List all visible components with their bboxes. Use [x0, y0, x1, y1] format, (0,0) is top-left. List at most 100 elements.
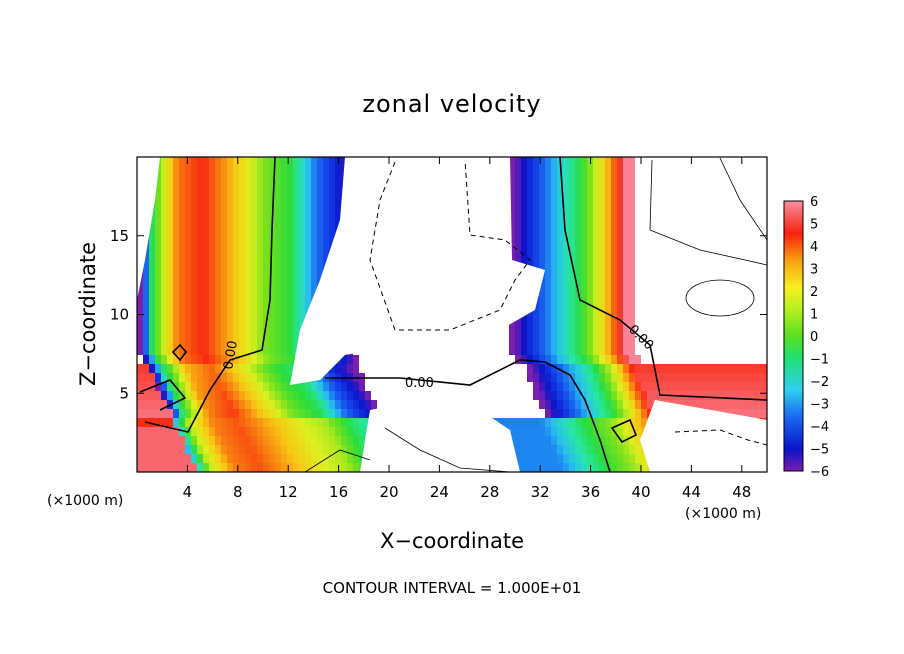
field-cell	[605, 184, 612, 194]
field-cell	[491, 328, 498, 338]
field-cell	[563, 211, 570, 221]
field-cell	[377, 355, 384, 365]
field-cell	[257, 193, 264, 203]
field-cell	[533, 238, 540, 248]
field-cell	[689, 355, 696, 365]
field-cell	[311, 175, 318, 185]
field-cell	[755, 346, 762, 356]
field-cell	[527, 445, 534, 455]
field-cell	[677, 382, 684, 392]
field-cell	[569, 328, 576, 338]
field-cell	[563, 193, 570, 203]
field-cell	[251, 256, 258, 266]
field-cell	[623, 382, 630, 392]
field-cell	[695, 364, 702, 374]
field-cell	[197, 337, 204, 347]
field-cell	[623, 373, 630, 383]
field-cell	[377, 346, 384, 356]
field-cell	[557, 346, 564, 356]
field-cell	[473, 337, 480, 347]
field-cell	[671, 355, 678, 365]
field-cell	[215, 427, 222, 437]
field-cell	[287, 400, 294, 410]
field-cell	[701, 373, 708, 383]
field-cell	[191, 157, 198, 167]
field-cell	[245, 328, 252, 338]
field-cell	[587, 166, 594, 176]
field-cell	[239, 310, 246, 320]
field-cell	[761, 382, 767, 392]
field-cell	[611, 265, 618, 275]
field-cell	[257, 328, 264, 338]
field-cell	[317, 436, 324, 446]
field-cell	[557, 238, 564, 248]
field-cell	[263, 166, 270, 176]
field-cell	[203, 364, 210, 374]
field-cell	[749, 382, 756, 392]
field-cell	[599, 463, 606, 472]
field-cell	[689, 346, 696, 356]
field-cell	[425, 337, 432, 347]
field-cell	[539, 256, 546, 266]
field-cell	[287, 310, 294, 320]
field-cell	[617, 301, 624, 311]
field-cell	[659, 346, 666, 356]
field-cell	[161, 193, 168, 203]
field-cell	[719, 373, 726, 383]
field-cell	[281, 184, 288, 194]
field-cell	[605, 427, 612, 437]
field-cell	[515, 328, 522, 338]
field-cell	[341, 445, 348, 455]
field-cell	[263, 454, 270, 464]
field-cell	[221, 328, 228, 338]
field-cell	[623, 175, 630, 185]
field-cell	[233, 229, 240, 239]
field-cell	[569, 184, 576, 194]
field-cell	[179, 337, 186, 347]
field-cell	[239, 346, 246, 356]
field-cell	[167, 364, 174, 374]
field-cell	[689, 373, 696, 383]
field-cell	[575, 382, 582, 392]
field-cell	[557, 301, 564, 311]
field-cell	[629, 373, 636, 383]
field-cell	[575, 328, 582, 338]
field-cell	[605, 211, 612, 221]
field-cell	[299, 400, 306, 410]
field-cell	[149, 319, 156, 329]
field-cell	[251, 247, 258, 257]
field-cell	[557, 202, 564, 212]
field-cell	[635, 202, 642, 212]
field-cell	[155, 427, 162, 437]
field-cell	[239, 274, 246, 284]
field-cell	[317, 166, 324, 176]
field-cell	[203, 274, 210, 284]
field-cell	[209, 211, 216, 221]
field-cell	[761, 355, 767, 365]
field-cell	[203, 265, 210, 275]
field-cell	[707, 373, 714, 383]
field-cell	[245, 292, 252, 302]
field-cell	[233, 157, 240, 167]
field-cell	[311, 229, 318, 239]
field-cell	[335, 184, 342, 194]
field-cell	[311, 202, 318, 212]
field-cell	[305, 391, 312, 401]
field-cell	[197, 229, 204, 239]
field-cell	[179, 247, 186, 257]
field-cell	[143, 283, 150, 293]
field-cell	[323, 166, 330, 176]
x-unit-right: (×1000 m)	[685, 506, 761, 522]
field-cell	[299, 427, 306, 437]
field-cell	[245, 427, 252, 437]
field-cell	[221, 418, 228, 428]
field-cell	[311, 184, 318, 194]
field-cell	[179, 166, 186, 176]
field-cell	[653, 319, 660, 329]
field-cell	[305, 274, 312, 284]
field-cell	[239, 256, 246, 266]
field-cell	[635, 454, 642, 464]
field-cell	[317, 238, 324, 248]
field-cell	[623, 445, 630, 455]
field-cell	[269, 463, 276, 472]
